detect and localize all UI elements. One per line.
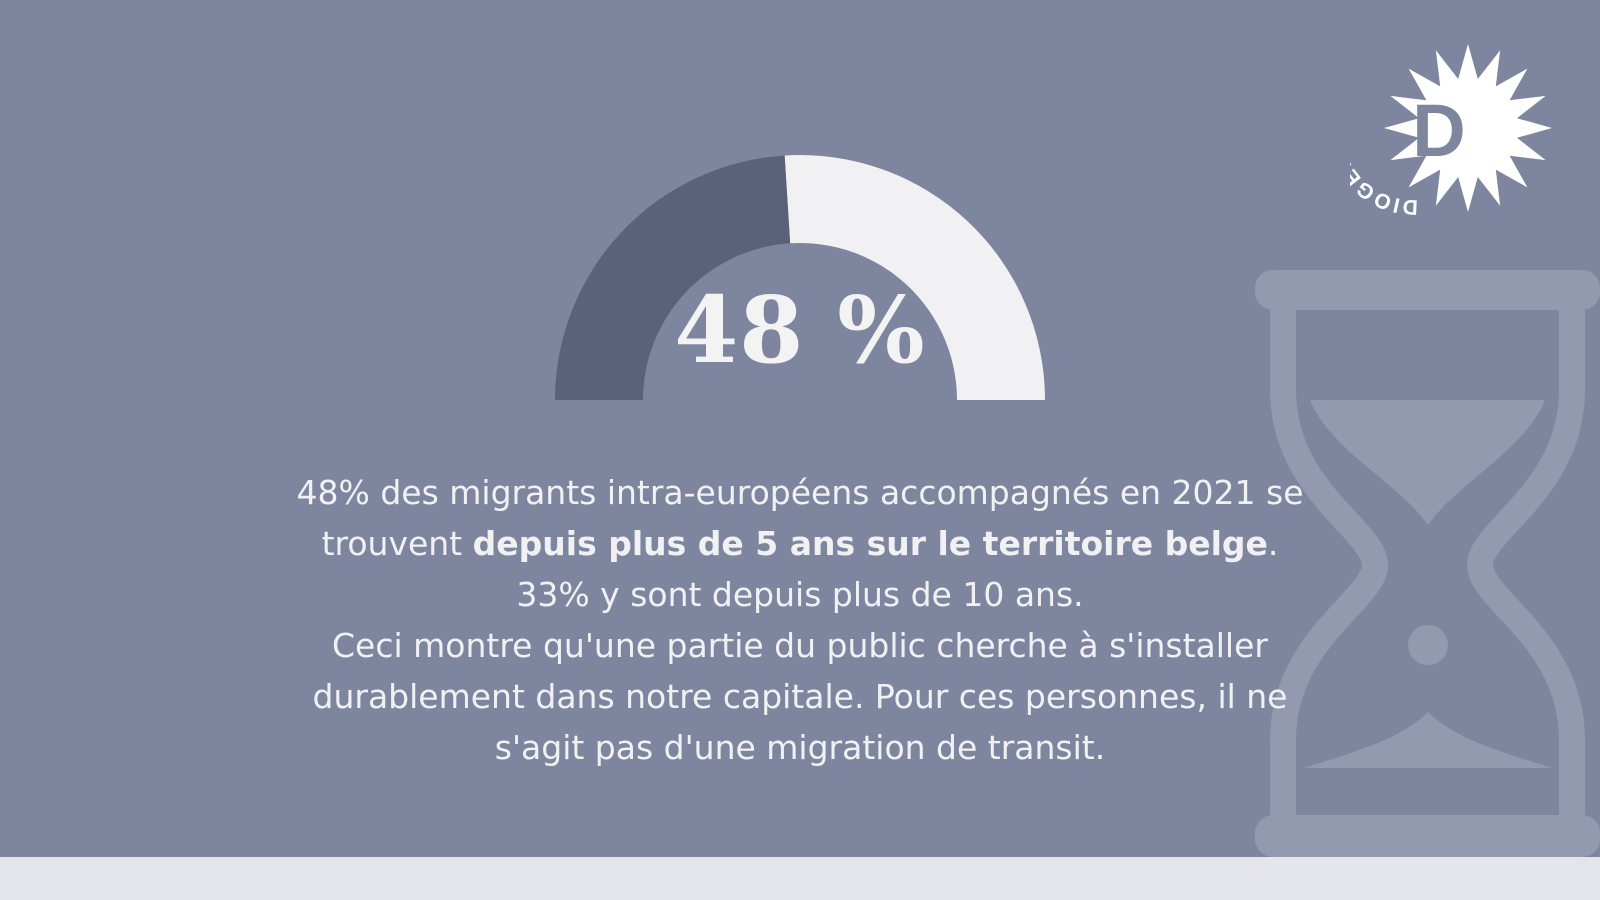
caption-highlight: depuis plus de 5 ans sur le territoire b… [472, 524, 1268, 563]
caption-line-4: Ceci montre qu'une partie du public cher… [332, 626, 1268, 665]
caption-line-2-start: trouvent [321, 524, 473, 563]
logo-sunburst [1384, 44, 1552, 212]
gauge-chart [555, 155, 1045, 400]
caption-line-1: 48% des migrants intra-européens accompa… [296, 473, 1304, 512]
caption-text: 48% des migrants intra-européens accompa… [200, 467, 1400, 773]
infographic-canvas: 48 % 48% des migrants intra-européens ac… [0, 0, 1600, 857]
logo-letter: D [1412, 89, 1465, 172]
gauge-value-arc [555, 155, 791, 400]
caption-line-6: s'agit pas d'une migration de transit. [494, 728, 1106, 767]
bottom-strip [0, 857, 1600, 900]
diogenes-logo: D DIOGENES [1350, 44, 1552, 218]
hourglass-icon [1255, 270, 1600, 857]
caption-line-3: 33% y sont depuis plus de 10 ans. [516, 575, 1084, 614]
gauge-value-label: 48 % [674, 276, 926, 384]
gauge-remaining-arc [784, 155, 1045, 400]
caption-line-2: trouvent depuis plus de 5 ans sur le ter… [200, 518, 1400, 569]
caption-line-2-end: . [1267, 524, 1279, 563]
caption-line-5: durablement dans notre capitale. Pour ce… [312, 677, 1288, 716]
